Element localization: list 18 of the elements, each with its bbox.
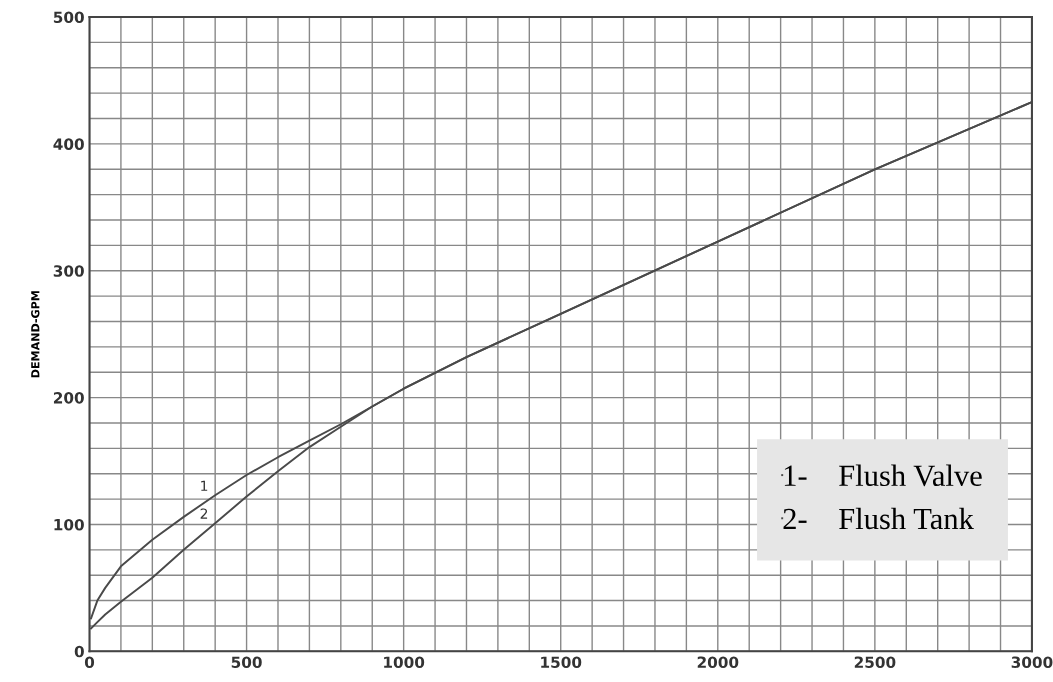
x-tick-label: 1000 [384,656,425,668]
y-tick-label: 500 [53,11,84,24]
x-tick-label: 0 [84,656,95,668]
annotation: 1 [201,480,208,491]
x-tick-label: 2000 [697,656,739,668]
y-tick-label: 100 [54,518,84,531]
y-tick-label: 300 [53,265,84,277]
x-tick-label: 2500 [854,656,896,668]
y-axis-title: DEMAND-GPM [31,291,40,378]
y-tick-label: 400 [53,138,84,150]
y-tick-label: 0 [74,645,84,658]
x-tick-label: 1500 [541,656,582,668]
legend-label: 2- Flush Tank [783,507,974,530]
x-tick-label: 3000 [1011,656,1053,668]
y-tick-label: 200 [53,392,84,404]
legend-label: 1- Flush Valve [784,464,982,487]
annotation: 2 [200,508,208,519]
x-tick-label: 500 [231,656,262,668]
